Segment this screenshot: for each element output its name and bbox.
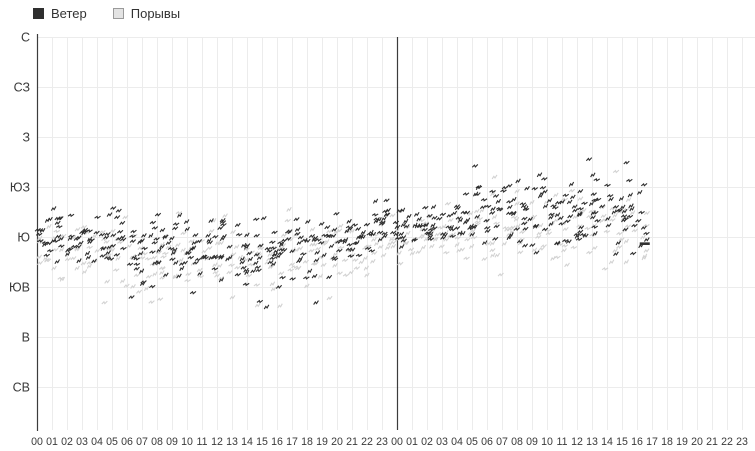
x-tick-label: 23 (376, 436, 388, 448)
y-axis-labels: С СЗ З ЮЗ Ю ЮВ В СВ (9, 31, 30, 395)
x-tick-label: 00 (31, 436, 43, 448)
chart-legend: Ветер Порывы (33, 6, 180, 21)
x-tick-label: 23 (736, 436, 748, 448)
x-tick-label: 11 (197, 436, 208, 448)
x-tick-label: 10 (541, 436, 553, 448)
x-tick-label: 13 (226, 436, 238, 448)
x-tick-label: 14 (241, 436, 253, 448)
x-tick-label: 01 (406, 436, 418, 448)
x-tick-label: 12 (211, 436, 223, 448)
x-tick-label: 11 (557, 436, 568, 448)
x-tick-label: 17 (286, 436, 298, 448)
y-tick-label: З (22, 131, 30, 145)
x-tick-label: 17 (646, 436, 658, 448)
wind-swatch-icon (33, 8, 44, 19)
x-tick-label: 05 (466, 436, 478, 448)
x-tick-label: 21 (706, 436, 718, 448)
x-tick-label: 03 (76, 436, 88, 448)
x-axis-labels: 00 01 02 03 04 05 06 07 08 09 10 11 12 13 14 15 16 17 18 19… (31, 436, 748, 448)
x-tick-label: 01 (46, 436, 58, 448)
x-tick-label: 19 (676, 436, 688, 448)
legend-gusts-label: Порывы (130, 6, 181, 21)
x-tick-label: 00 (391, 436, 403, 448)
x-tick-label: 07 (136, 436, 148, 448)
x-tick-label: 02 (61, 436, 73, 448)
y-tick-label: ЮЗ (10, 181, 30, 195)
x-tick-label: 20 (331, 436, 343, 448)
x-tick-label: 04 (451, 436, 463, 448)
x-tick-label: 16 (631, 436, 643, 448)
gusts-swatch-icon (112, 8, 124, 19)
y-tick-label: ЮВ (9, 281, 30, 295)
y-tick-label: СЗ (14, 81, 30, 95)
x-tick-label: 22 (361, 436, 373, 448)
x-tick-label: 06 (121, 436, 133, 448)
y-tick-label: Ю (17, 231, 30, 245)
x-tick-label: 16 (271, 436, 283, 448)
x-tick-label: 10 (181, 436, 193, 448)
x-tick-label: 09 (526, 436, 538, 448)
x-tick-label: 06 (481, 436, 493, 448)
x-tick-label: 04 (91, 436, 103, 448)
x-tick-label: 18 (661, 436, 673, 448)
x-tick-label: 14 (601, 436, 613, 448)
legend-item-gusts: Порывы (112, 6, 181, 21)
x-tick-label: 07 (496, 436, 508, 448)
x-tick-label: 15 (616, 436, 628, 448)
wind-series (34, 156, 651, 310)
x-tick-label: 22 (721, 436, 733, 448)
x-tick-label: 19 (316, 436, 328, 448)
y-tick-label: В (22, 331, 30, 345)
x-tick-label: 13 (586, 436, 598, 448)
x-tick-label: 15 (256, 436, 268, 448)
x-tick-label: 12 (571, 436, 583, 448)
legend-item-wind: Ветер (33, 6, 87, 21)
x-tick-label: 08 (151, 436, 163, 448)
x-tick-label: 21 (346, 436, 358, 448)
y-tick-label: СВ (13, 381, 30, 395)
x-tick-label: 03 (436, 436, 448, 448)
x-tick-label: 18 (301, 436, 313, 448)
x-tick-label: 02 (421, 436, 433, 448)
x-tick-label: 08 (511, 436, 523, 448)
legend-wind-label: Ветер (51, 6, 87, 21)
y-tick-label: С (21, 31, 30, 45)
x-tick-label: 20 (691, 436, 703, 448)
x-tick-label: 05 (106, 436, 118, 448)
x-tick-label: 09 (166, 436, 178, 448)
